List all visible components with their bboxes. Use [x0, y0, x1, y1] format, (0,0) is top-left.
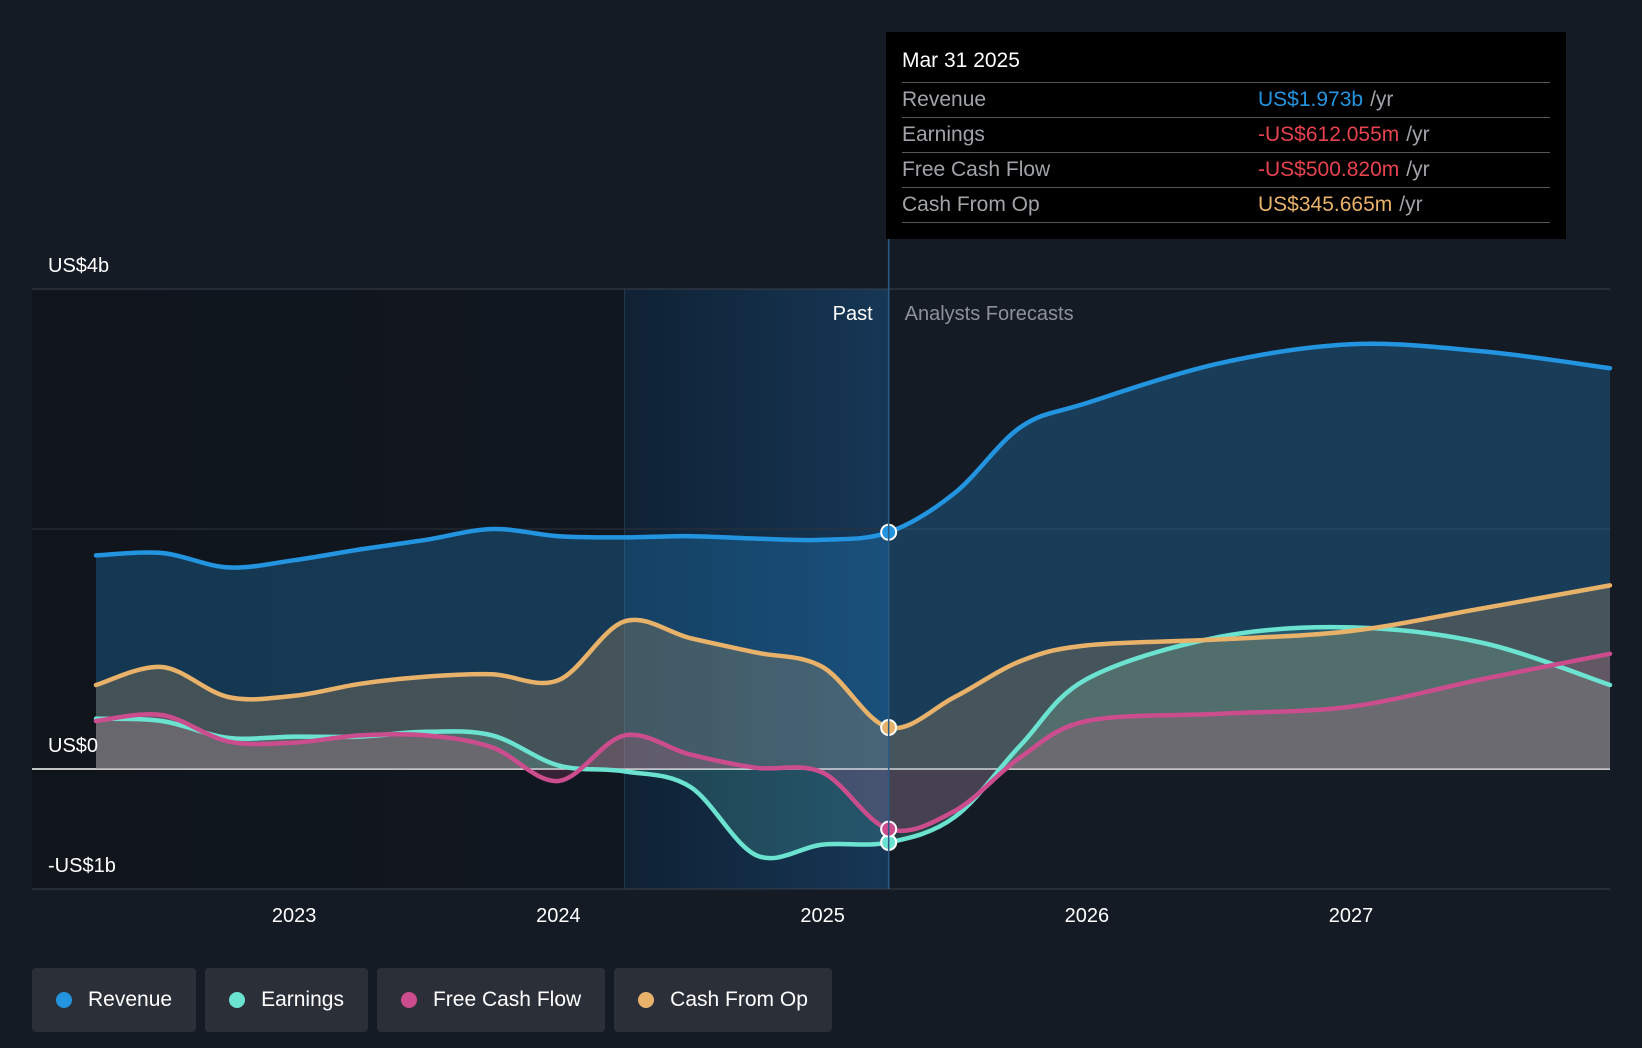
area-earnings — [96, 627, 1610, 859]
past-region — [32, 289, 625, 889]
legend-item-cash-from-op[interactable]: Cash From Op — [614, 968, 832, 1032]
tooltip-unit: /yr — [1370, 88, 1394, 111]
tooltip-value: US$1.973b — [1258, 88, 1364, 111]
chart: US$4b US$0 -US$1b Past Analysts Forecast… — [32, 239, 1613, 927]
line-earnings — [93, 624, 1613, 861]
x-tick-label: 2025 — [800, 905, 845, 927]
legend-dot-icon — [638, 992, 655, 1008]
line-free-cash-flow — [93, 651, 1613, 834]
line-cash-from-op — [93, 583, 1613, 731]
area-revenue — [96, 343, 1610, 769]
area-free-cash-flow — [96, 653, 1610, 831]
y-axis-label-zero: US$0 — [48, 735, 98, 757]
tooltip-unit: /yr — [1406, 123, 1430, 146]
tooltip-row-revenue: Revenue US$1.973b /yr — [902, 83, 1550, 118]
x-tick-label: 2024 — [536, 905, 581, 927]
area-cash-from-op — [96, 585, 1610, 769]
legend-label: Cash From Op — [670, 988, 808, 1011]
legend-dot-icon — [400, 992, 417, 1008]
tooltip-row-earnings: Earnings -US$612.055m /yr — [902, 118, 1550, 153]
legend-label: Revenue — [88, 988, 173, 1011]
tooltip-unit: /yr — [1399, 193, 1423, 216]
tooltip-label: Cash From Op — [902, 193, 1040, 216]
tooltip-value: -US$500.820m — [1258, 158, 1400, 181]
legend: Revenue Earnings Free Cash Flow Cash Fro… — [32, 968, 832, 1032]
legend-label: Free Cash Flow — [432, 988, 582, 1011]
x-tick-label: 2027 — [1329, 905, 1374, 927]
tooltip-row-cash-from-op: Cash From Op US$345.665m /yr — [902, 188, 1550, 223]
tooltip-label: Earnings — [902, 123, 985, 146]
tooltip-unit: /yr — [1406, 158, 1430, 181]
x-tick-label: 2023 — [272, 905, 317, 927]
tooltip-date: Mar 31 2025 — [902, 46, 1550, 83]
legend-item-earnings[interactable]: Earnings — [205, 968, 368, 1032]
y-axis-label-top: US$4b — [48, 255, 109, 277]
legend-dot-icon — [229, 992, 246, 1008]
forecast-label: Analysts Forecasts — [905, 303, 1074, 325]
tooltip-label: Free Cash Flow — [902, 158, 1051, 181]
legend-item-free-cash-flow[interactable]: Free Cash Flow — [376, 968, 606, 1032]
legend-item-revenue[interactable]: Revenue — [32, 968, 197, 1032]
tooltip-value: -US$612.055m — [1258, 123, 1400, 146]
legend-dot-icon — [56, 992, 72, 1008]
tooltip: Mar 31 2025 Revenue US$1.973b /yr Earnin… — [886, 32, 1566, 239]
tooltip-row-free-cash-flow: Free Cash Flow -US$500.820m /yr — [902, 153, 1550, 188]
y-axis-label-bottom: -US$1b — [48, 855, 116, 877]
legend-label: Earnings — [261, 988, 344, 1011]
past-label: Past — [833, 303, 873, 325]
line-revenue — [93, 341, 1613, 570]
x-tick-label: 2026 — [1065, 905, 1110, 927]
tooltip-value: US$345.665m — [1258, 193, 1393, 216]
tooltip-label: Revenue — [902, 88, 987, 111]
